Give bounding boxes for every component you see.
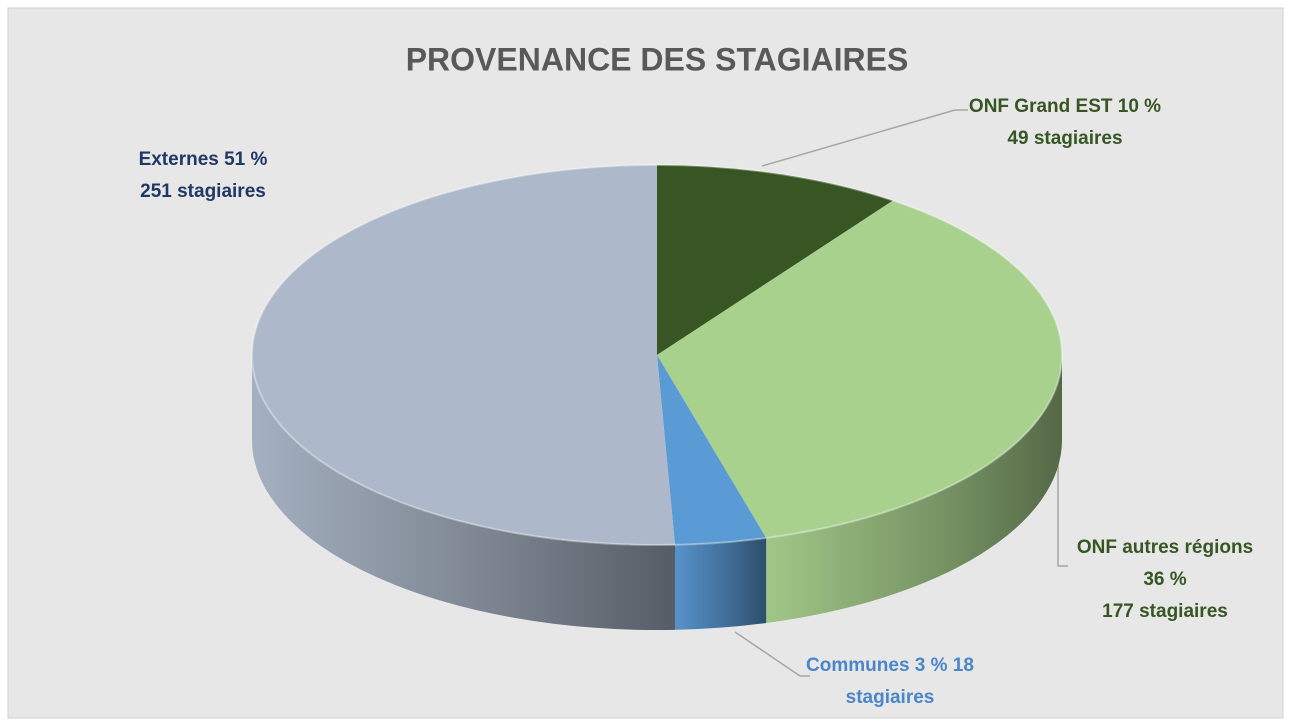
rim-highlight (251, 164, 1063, 546)
data-label: Externes 51 % (139, 149, 268, 170)
leader-line (734, 631, 810, 677)
data-label: stagiaires (846, 687, 935, 708)
slice-side-shade (252, 355, 675, 630)
slice (657, 165, 893, 355)
data-label: Communes 3 % 18 (806, 655, 974, 676)
data-label: 251 stagiaires (140, 181, 266, 202)
slice-side-shade (766, 355, 1062, 623)
data-label: 177 stagiaires (1102, 601, 1228, 622)
slice (657, 355, 767, 545)
slice (251, 165, 675, 546)
leader-line (761, 109, 968, 167)
data-label: ONF Grand EST 10 % (969, 96, 1161, 117)
leader-line (1057, 436, 1068, 567)
slice (657, 200, 1063, 538)
data-label: 36 % (1143, 569, 1186, 590)
chart-title: PROVENANCE DES STAGIAIRES (406, 41, 909, 77)
data-label: ONF autres régions (1077, 537, 1253, 558)
slice-side-shade (674, 537, 767, 630)
leader-lines (734, 109, 1068, 677)
data-label: 49 stagiaires (1007, 128, 1122, 149)
